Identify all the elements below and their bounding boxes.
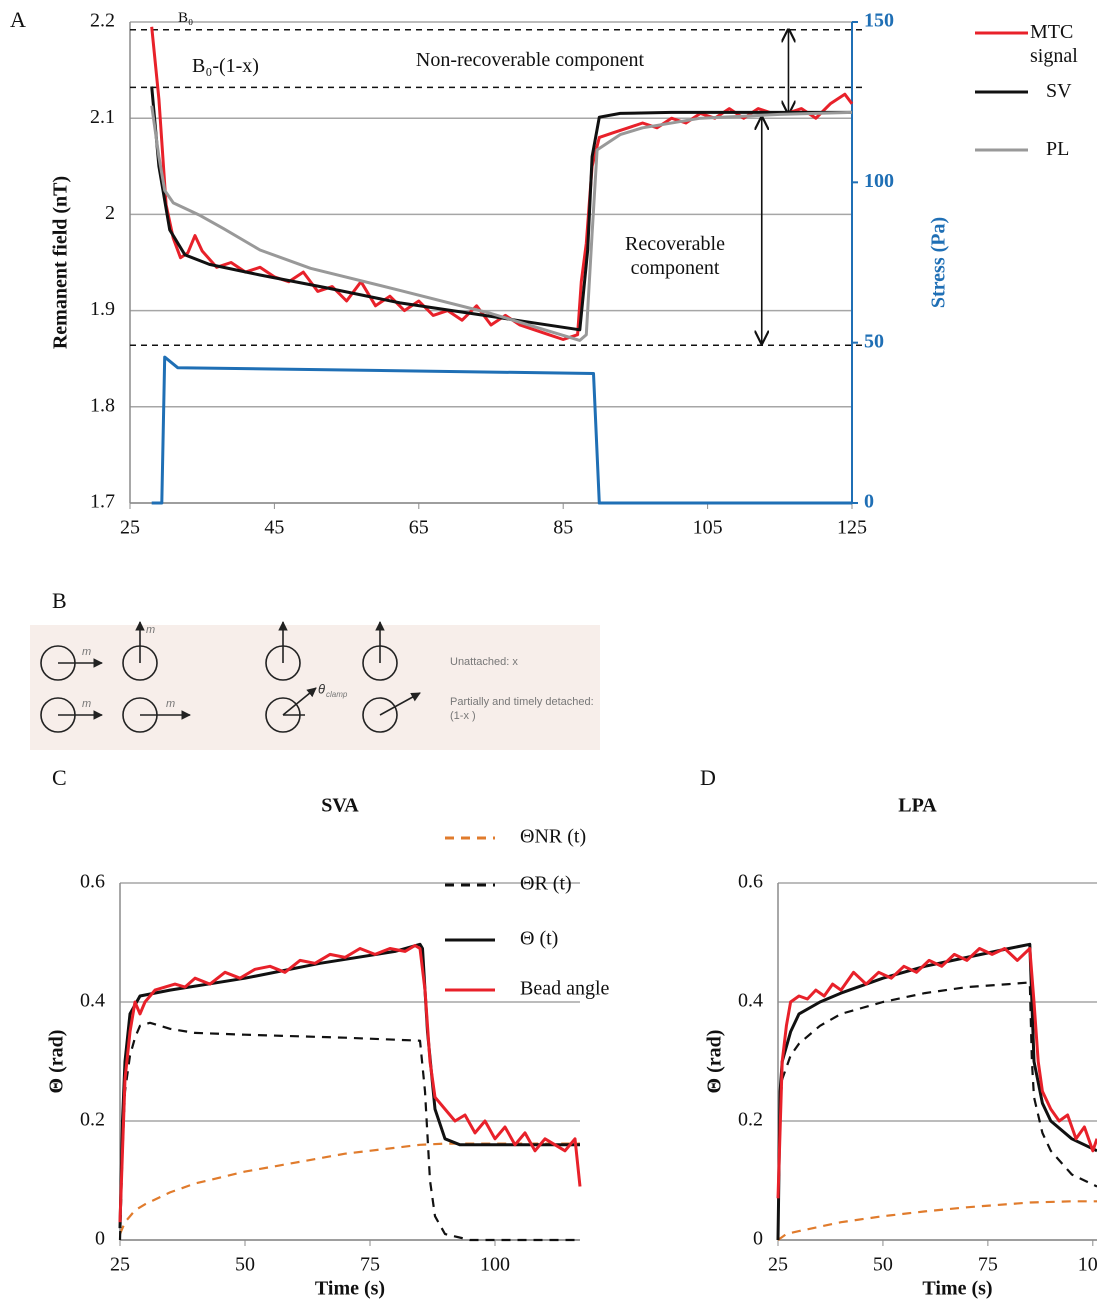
y-tick-label: 1.7 (90, 491, 115, 513)
y-tick-label: 0.2 (80, 1109, 105, 1131)
y-tick-label: 1.8 (90, 394, 115, 416)
legend-label: PL (1046, 138, 1070, 160)
legend-label: SV (1046, 80, 1072, 102)
legend-label-box: MTC signal (1030, 21, 1078, 67)
panel-label: B (52, 588, 67, 613)
x-tick-label: 50 (235, 1254, 255, 1276)
annotation: B₀-(1-x) (192, 55, 259, 77)
bead (362, 697, 398, 733)
x-tick-label: 105 (693, 517, 723, 539)
series-line (118, 1021, 580, 1242)
x-tick-label: 75 (978, 1254, 998, 1276)
y-tick-label: 2.1 (90, 106, 115, 128)
moment-arrow (379, 692, 421, 716)
series-line (151, 355, 852, 505)
y-tick-label: 0.6 (738, 871, 763, 893)
annotation-box: B₀-(1-x) (192, 55, 259, 77)
x-tick-label: 100 (480, 1254, 510, 1276)
state-label: Partially and timely detached: (1-x ) (450, 696, 594, 722)
vector-label: m (146, 624, 155, 636)
y2-tick-label: 50 (864, 330, 884, 352)
y2-axis-label: Stress (Pa) (928, 217, 950, 308)
annotation-box: Recoverable component (625, 233, 725, 279)
theta-label: θ (318, 681, 325, 696)
series-line (118, 944, 582, 1223)
annotation: Recoverable component (625, 233, 725, 279)
y2-tick-label: 150 (864, 10, 894, 32)
panel-label: A (10, 7, 26, 32)
y-tick-label: 0.2 (738, 1109, 763, 1131)
y-tick-label: 0.4 (80, 990, 105, 1012)
legend-label: ΘR (t) (520, 873, 572, 895)
y-tick-label: 0 (753, 1228, 763, 1250)
annotation-box: B₀ (178, 10, 194, 26)
vector-label: m (82, 646, 91, 658)
series-line (776, 981, 1097, 1241)
y-tick-label: 0 (95, 1228, 105, 1250)
chart-title: LPA (898, 795, 937, 817)
moment-arrow (282, 687, 317, 716)
vector-label: m (82, 698, 91, 710)
y2-tick-label: 0 (864, 491, 874, 513)
x-tick-label: 65 (409, 517, 429, 539)
y-tick-label: 0.4 (738, 990, 763, 1012)
series-line (776, 942, 1097, 1241)
series-line (150, 86, 852, 332)
legend-label: Θ (t) (520, 928, 558, 950)
x-tick-label: 50 (873, 1254, 893, 1276)
x-tick-label: 125 (837, 517, 867, 539)
diagram-background (30, 625, 600, 750)
legend-label-box: PL (1046, 138, 1070, 160)
series-line (150, 26, 854, 341)
y2-tick-label: 100 (864, 170, 894, 192)
y-axis-label: Θ (rad) (704, 1030, 726, 1094)
state-label-box: Partially and timely detached: (1-x ) (450, 696, 594, 722)
annotation: B₀ (178, 10, 194, 26)
x-tick-label: 25 (120, 517, 140, 539)
series-line (118, 942, 580, 1229)
legend-label: Bead angle (520, 978, 610, 1000)
series-line (118, 1142, 580, 1235)
annotation-box: Non-recoverable component (415, 49, 645, 71)
series-line (776, 947, 1097, 1199)
series-line (777, 1200, 1097, 1241)
y-axis-label: Remanent field (nT) (50, 176, 72, 349)
diagram: B m m m m θ clamp Unattached: x Partiall… (30, 588, 600, 750)
x-tick-label: 25 (110, 1254, 130, 1276)
x-tick-label: 75 (360, 1254, 380, 1276)
theta-subscript: clamp (326, 690, 348, 699)
x-axis-label: Time (s) (315, 1278, 385, 1300)
chart-title: SVA (321, 795, 359, 817)
panel-label: C (52, 765, 67, 790)
annotation: Non-recoverable component (415, 49, 645, 71)
y-tick-label: 0.6 (80, 871, 105, 893)
legend-label-box: SV (1046, 80, 1072, 102)
x-axis-label: Time (s) (922, 1278, 992, 1300)
x-tick-label: 85 (553, 517, 573, 539)
y-tick-label: 1.9 (90, 298, 115, 320)
y-tick-label: 2.2 (90, 10, 115, 32)
vector-label: m (166, 698, 175, 710)
series-line (150, 105, 853, 342)
y-tick-label: 2 (105, 202, 115, 224)
y-axis-label: Θ (rad) (46, 1030, 68, 1094)
x-tick-label: 45 (264, 517, 284, 539)
x-tick-label: 100 (1078, 1254, 1097, 1276)
state-label: Unattached: x (450, 656, 518, 668)
panel-label: D (700, 765, 716, 790)
legend-label: MTC signal (1030, 21, 1078, 67)
legend-label: ΘNR (t) (520, 826, 586, 848)
x-tick-label: 25 (768, 1254, 788, 1276)
